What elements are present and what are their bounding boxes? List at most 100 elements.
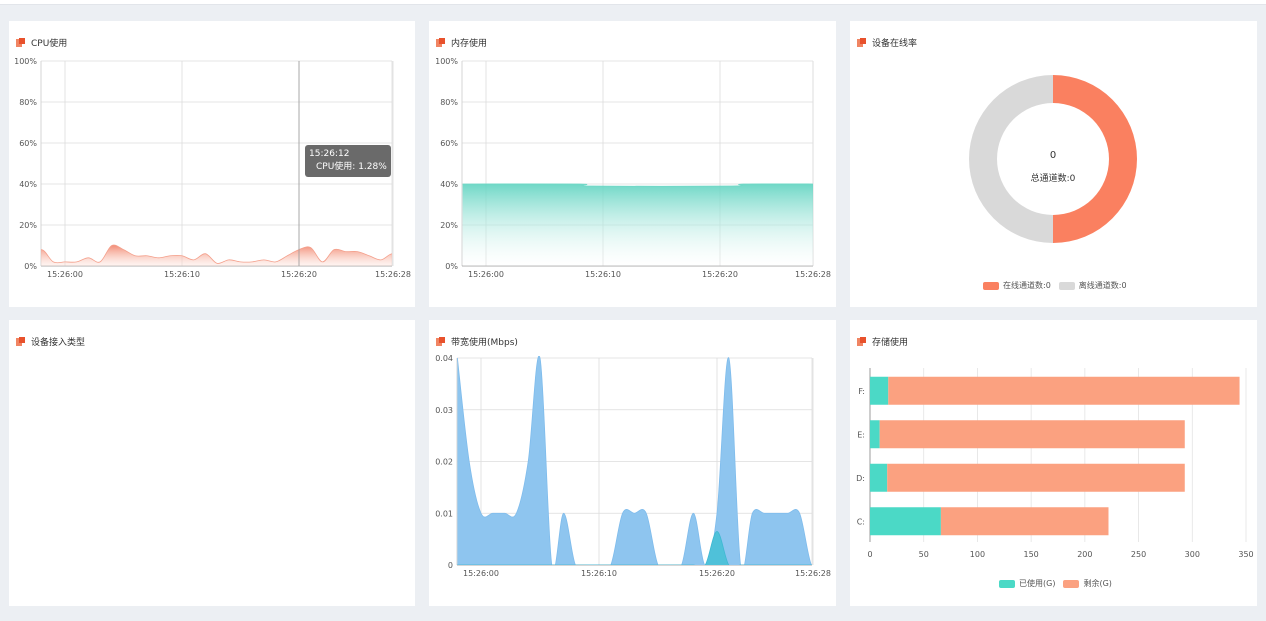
bandwidth-chart[interactable]: 0.04 0.03 0.02 0.01 0 15:26:00 15:26:10 15:26:2…: [429, 320, 836, 606]
x-tick-label: 150: [1024, 550, 1039, 559]
donut-center-value: 0: [1050, 150, 1056, 161]
donut-slice: [969, 75, 1053, 243]
storage-legend: 已使用(G) 剩余(G): [999, 578, 1112, 589]
series-line: [457, 356, 812, 565]
series-area: [457, 356, 812, 565]
legend-swatch: [1058, 281, 1075, 290]
chart-icon: [857, 37, 866, 47]
legend-label: 在线通道数:0: [1003, 281, 1051, 290]
tooltip-value: CPU使用: 1.28%: [316, 162, 387, 172]
y-tick-label: 20%: [440, 221, 458, 230]
chart-icon: [857, 336, 866, 346]
y-tick-label: D:: [856, 474, 865, 483]
x-tick-label: 0: [867, 550, 872, 559]
online-donut-chart[interactable]: 0 总通道数:0: [850, 21, 1257, 307]
y-tick-label: 60%: [19, 139, 37, 148]
x-tick-label: 15:26:28: [795, 569, 831, 578]
donut-legend: 在线通道数:0 离线通道数:0: [983, 280, 1127, 291]
y-tick-label: 0%: [445, 262, 458, 271]
panel-title: 存储使用: [857, 335, 909, 348]
access-type-panel: 设备接入类型: [9, 320, 415, 606]
x-tick-label: 15:26:10: [585, 270, 621, 279]
legend-label: 离线通道数:0: [1078, 281, 1127, 290]
bar: [870, 463, 888, 492]
legend-swatch: [983, 281, 999, 290]
bandwidth-title: 带宽使用(Mbps): [451, 337, 518, 348]
online-title: 设备在线率: [872, 38, 918, 49]
y-tick-label: 40%: [440, 180, 458, 189]
top-bar: [0, 0, 1266, 5]
x-tick-label: 100: [970, 550, 985, 559]
x-tick-label: 15:26:20: [699, 569, 735, 578]
x-tick-label: 15:26:00: [468, 270, 504, 279]
chart-tooltip: 15:26:12 CPU使用: 1.28%: [305, 145, 391, 177]
bar: [870, 507, 941, 536]
x-tick-label: 250: [1131, 550, 1146, 559]
legend-swatch: [1063, 579, 1080, 588]
cpu-panel: CPU使用 100% 80% 60% 40% 20% 0% 15:26:00 15:26:10…: [9, 21, 415, 307]
x-tick-label: 15:26:10: [581, 569, 617, 578]
legend-item-online[interactable]: 在线通道数:0: [983, 280, 1051, 291]
y-tick-label: 20%: [19, 221, 37, 230]
panel-title: 设备接入类型: [16, 335, 86, 348]
x-tick-label: 200: [1077, 550, 1092, 559]
cpu-title: CPU使用: [31, 38, 68, 49]
storage-title: 存储使用: [872, 337, 909, 348]
y-tick-label: 100%: [435, 57, 458, 66]
bar: [879, 420, 1185, 449]
y-tick-label: 100%: [14, 57, 37, 66]
chart-icon: [16, 37, 25, 47]
series-line: [41, 244, 392, 264]
bar: [888, 376, 1240, 405]
donut-center-label: 总通道数:0: [1031, 172, 1076, 184]
x-tick-label: 15:26:20: [702, 270, 738, 279]
panel-title: 内存使用: [436, 36, 487, 49]
memory-chart[interactable]: 100% 80% 60% 40% 20% 0% 15:26:00 15:26:10 15:26:…: [429, 21, 836, 307]
x-tick-label: 15:26:10: [164, 270, 200, 279]
legend-item-remaining[interactable]: 剩余(G): [1063, 578, 1112, 589]
y-tick-label: 80%: [19, 98, 37, 107]
y-tick-label: F:: [858, 387, 865, 396]
bar: [887, 463, 1185, 492]
legend-swatch: [999, 579, 1015, 588]
online-rate-panel: 设备在线率 0 总通道数:0 在线通道数:0 离线通道数:0: [850, 21, 1257, 307]
tooltip-time: 15:26:12: [309, 149, 350, 159]
y-tick-label: 0.03: [435, 406, 453, 415]
storage-chart[interactable]: 0 50 100 150 200 250 300 350 F: E: D: C:: [850, 320, 1257, 606]
x-tick-label: 300: [1185, 550, 1200, 559]
chart-icon: [16, 336, 25, 346]
legend-item-used[interactable]: 已使用(G): [999, 578, 1055, 589]
panel-title: 设备在线率: [857, 36, 918, 49]
x-tick-label: 15:26:20: [281, 270, 317, 279]
y-tick-label: 60%: [440, 139, 458, 148]
y-tick-label: 0.02: [435, 458, 453, 467]
x-tick-label: 15:26:28: [375, 270, 411, 279]
y-tick-label: C:: [857, 517, 865, 526]
storage-panel: 存储使用 0 50 100 150 200 250 300 350 F: E: D: C: 已使用(G…: [850, 320, 1257, 606]
x-tick-label: 50: [919, 550, 929, 559]
bandwidth-panel: 带宽使用(Mbps) 0.04 0.03 0.02 0.01 0 15:26:00 15:2…: [429, 320, 836, 606]
series-line: [462, 183, 813, 187]
bar: [870, 420, 880, 449]
bar: [940, 507, 1109, 536]
x-tick-label: 350: [1238, 550, 1253, 559]
access-title: 设备接入类型: [31, 337, 86, 348]
y-tick-label: 0: [448, 561, 453, 570]
series-area: [41, 245, 392, 266]
y-tick-label: 40%: [19, 180, 37, 189]
y-tick-label: 0.01: [435, 509, 453, 518]
cpu-chart[interactable]: 100% 80% 60% 40% 20% 0% 15:26:00 15:26:10 15:26:…: [9, 21, 415, 307]
x-tick-label: 15:26:00: [47, 270, 83, 279]
legend-label: 剩余(G): [1083, 579, 1112, 588]
x-tick-label: 15:26:00: [463, 569, 499, 578]
y-tick-label: 0.04: [435, 354, 453, 363]
y-tick-label: 80%: [440, 98, 458, 107]
y-tick-label: 0%: [24, 262, 37, 271]
chart-icon: [436, 336, 445, 346]
x-tick-label: 15:26:28: [795, 270, 831, 279]
series-area: [457, 531, 812, 565]
chart-icon: [436, 37, 445, 47]
donut-slice: [1053, 75, 1137, 243]
panel-title: 带宽使用(Mbps): [436, 335, 518, 348]
legend-item-offline[interactable]: 离线通道数:0: [1058, 280, 1127, 291]
